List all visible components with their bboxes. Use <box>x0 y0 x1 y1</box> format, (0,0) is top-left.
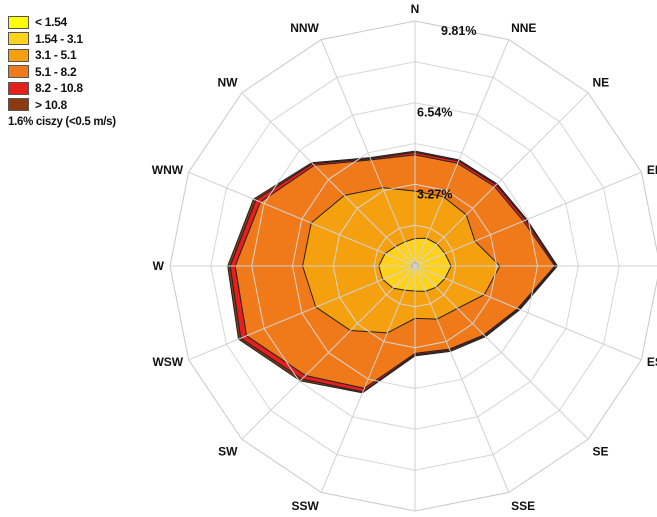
direction-label-ne: NE <box>593 76 610 90</box>
legend-entry: > 10.8 <box>8 97 116 114</box>
grid-spoke <box>414 265 510 493</box>
legend-entry: < 1.54 <box>8 14 116 31</box>
direction-label-nne: NNE <box>511 21 536 35</box>
legend-label: 8.2 - 10.8 <box>35 81 83 96</box>
legend-label: < 1.54 <box>35 15 67 30</box>
legend-entry: 1.54 - 3.1 <box>8 31 116 48</box>
wind-rose-petals <box>227 150 559 394</box>
grid-spoke <box>414 265 642 361</box>
legend-label: 1.54 - 3.1 <box>35 31 83 46</box>
direction-label-se: SE <box>593 445 609 459</box>
legend-label: > 10.8 <box>35 97 67 112</box>
calm-note: 1.6% ciszy (<0.5 m/s) <box>8 116 116 128</box>
legend-swatch <box>8 48 29 62</box>
legend-swatch <box>8 32 29 46</box>
legend-swatch <box>8 65 29 79</box>
grid-spoke <box>188 265 416 361</box>
direction-label-nw: NW <box>218 76 239 90</box>
polar-grid <box>169 20 657 512</box>
direction-label-ene: ENE <box>647 163 657 177</box>
direction-label-sw: SW <box>218 445 238 459</box>
grid-spoke <box>414 171 642 267</box>
direction-label-n: N <box>411 2 420 16</box>
grid-spoke <box>414 265 589 440</box>
direction-labels: NNNENEENEEESESESSESSSWSWWSWWWNWNWNNW <box>152 2 657 513</box>
grid-spoke <box>414 92 589 267</box>
direction-label-nnw: NNW <box>290 21 319 35</box>
grid-spoke <box>320 265 416 493</box>
legend-swatch <box>8 15 29 29</box>
grid-spoke <box>241 265 416 440</box>
direction-label-w: W <box>153 259 165 273</box>
legend-swatch <box>8 98 29 112</box>
direction-label-ese: ESE <box>647 355 657 369</box>
direction-label-sse: SSE <box>511 499 535 513</box>
ring-label: 9.81% <box>441 24 476 38</box>
direction-label-ssw: SSW <box>292 499 320 513</box>
grid-spoke <box>188 171 416 267</box>
grid-spoke <box>414 39 510 267</box>
ring-label: 3.27% <box>417 187 452 201</box>
legend-label: 5.1 - 8.2 <box>35 64 77 79</box>
legend-entry: 8.2 - 10.8 <box>8 80 116 97</box>
legend-swatch <box>8 81 29 95</box>
legend-label: 3.1 - 5.1 <box>35 48 77 63</box>
legend-rows: < 1.54 1.54 - 3.1 3.1 - 5.1 5.1 - 8.2 8.2 - … <box>8 14 116 113</box>
direction-label-wnw: WNW <box>152 163 184 177</box>
grid-spoke <box>241 92 416 267</box>
ring-labels: 3.27% 6.54% 9.81% <box>417 24 476 201</box>
ring-label: 6.54% <box>417 106 452 120</box>
legend-entry: 5.1 - 8.2 <box>8 64 116 81</box>
legend-entry: 3.1 - 5.1 <box>8 47 116 64</box>
legend: < 1.54 1.54 - 3.1 3.1 - 5.1 5.1 - 8.2 8.2 - … <box>8 14 116 128</box>
direction-label-wsw: WSW <box>152 355 183 369</box>
grid-spoke <box>320 39 416 267</box>
